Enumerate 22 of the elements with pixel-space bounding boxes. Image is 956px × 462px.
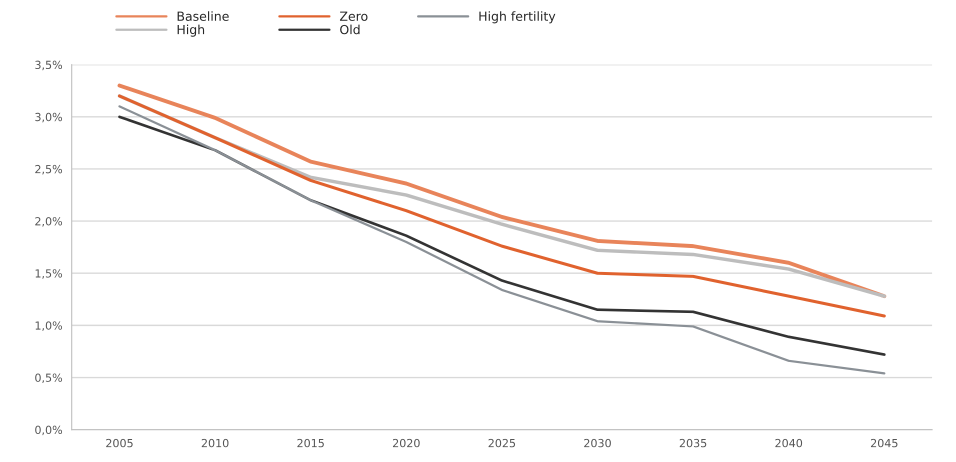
y-tick-label: 1,0% — [36, 321, 62, 331]
x-tick-label: 2010 — [202, 438, 228, 448]
legend-label: High — [178, 24, 204, 37]
legend-label: Old — [340, 24, 360, 34]
x-tick-label: 2015 — [297, 438, 324, 448]
y-tick-label: 3,0% — [35, 112, 62, 122]
x-tick-label: 2005 — [106, 438, 133, 448]
y-tick-label: 2,5% — [35, 164, 62, 174]
x-tick-label: 2035 — [680, 438, 706, 448]
x-tick-label: 2045 — [870, 438, 898, 448]
x-tick-label: 2020 — [392, 438, 420, 448]
y-tick-label: 0,0% — [35, 426, 62, 436]
y-tick-label: 1,5% — [36, 269, 62, 279]
legend-label: Zero — [340, 12, 368, 21]
y-tick-label: 2,0% — [35, 217, 62, 227]
x-tick-label: 2030 — [584, 438, 611, 448]
y-tick-label: 3,5% — [35, 60, 62, 70]
x-tick-label: 2025 — [488, 438, 516, 448]
legend-label: High fertility — [479, 11, 556, 24]
y-tick-label: 0,5% — [35, 373, 62, 384]
legend-label: Baseline — [178, 11, 229, 21]
x-tick-label: 2040 — [775, 438, 802, 448]
